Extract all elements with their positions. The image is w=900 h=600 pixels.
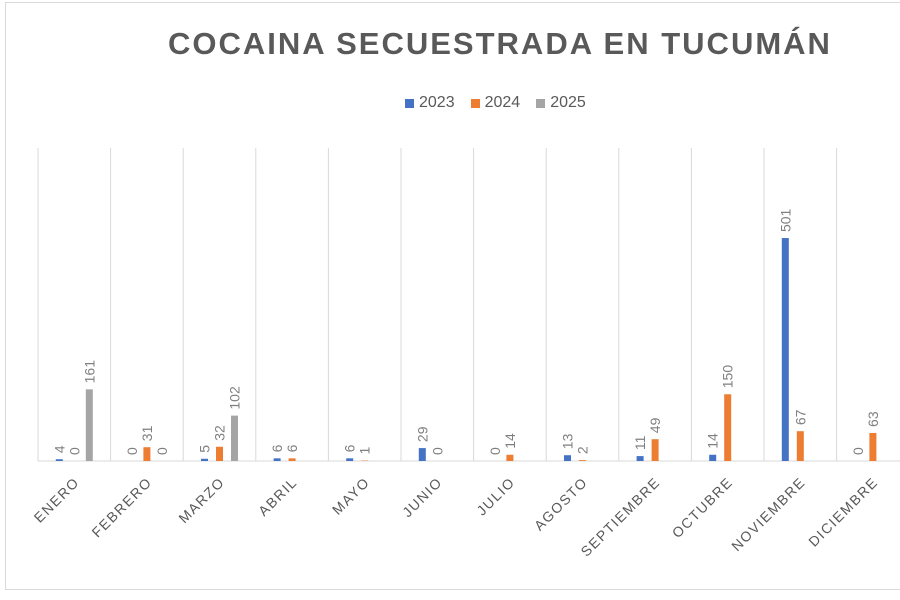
data-label: 31 [139,425,155,441]
data-label: 67 [792,409,808,425]
bar-2023 [201,458,208,461]
legend-item-2023: 2023 [405,94,455,112]
data-label: 6 [269,444,285,452]
bar-2024 [216,446,223,461]
bar-2023 [781,238,789,461]
bar-2024 [869,432,877,461]
data-label: 32 [212,425,228,441]
bar-2024 [724,394,732,461]
bar-2024 [506,454,514,461]
bar-2025 [231,415,238,461]
x-tick-label: FEBRERO [88,474,155,541]
data-label: 49 [647,417,663,433]
bar-2024 [651,439,659,461]
data-label: 4 [51,445,67,453]
bar-2024 [143,447,151,461]
legend-swatch [536,98,546,108]
legend-swatch [405,98,414,108]
x-tick-label: MARZO [175,474,227,526]
x-tick-label: NOVIEMBRE [728,474,808,554]
data-label: 0 [124,447,140,455]
data-label: 11 [632,435,648,450]
data-label: 0 [487,447,503,455]
data-label: 501 [777,208,793,232]
data-label: 63 [865,411,881,427]
bar-2023 [418,448,426,461]
x-tick-label: ENERO [31,474,83,526]
data-label: 150 [720,365,736,389]
bar-2024 [288,458,296,461]
data-label: 0 [429,447,445,455]
data-label: 161 [81,360,97,384]
x-tick-label: JULIO [473,474,518,519]
data-label: 6 [342,444,358,452]
bar-2023 [273,458,281,461]
data-label: 0 [154,447,170,455]
bar-2023 [55,459,63,461]
data-label: 0 [850,447,866,455]
legend-item-2024: 2024 [470,94,521,112]
bar-2025 [85,389,93,461]
x-tick-label: AGOSTO [531,474,591,534]
legend-label: 2024 [484,94,521,111]
legend-swatch [470,98,480,108]
x-tick-label: SEPTIEMBRE [577,474,663,560]
data-label: 5 [197,445,213,453]
data-label: 0 [66,447,82,455]
legend-label: 2023 [419,94,455,111]
data-label: 1 [357,447,373,455]
chart-title: COCAINA SECUESTRADA EN TUCUMÁN [168,26,832,61]
x-tick-label: DICIEMBRE [805,474,881,550]
bar-2023 [709,454,717,461]
bar-2023 [564,455,571,461]
x-tick-label: ABRIL [255,474,300,519]
data-label: 102 [227,386,243,410]
legend-item-2025: 2025 [536,94,586,112]
legend-label: 2025 [550,94,586,111]
chart-frame [5,2,900,590]
legend: 2023 2024 2025 [405,94,586,112]
bar-2024 [796,431,804,461]
x-tick-label: JUNIO [399,474,445,520]
x-tick-label: MAYO [329,474,373,518]
x-tick-label: OCTUBRE [669,474,736,541]
data-label: 29 [414,426,430,442]
data-label: 2 [575,446,591,454]
bar-2023 [346,458,354,461]
bar-2024 [579,460,586,461]
data-label: 14 [502,433,518,449]
data-label: 13 [560,433,576,449]
data-label: 6 [284,444,300,452]
bar-2023 [636,456,644,461]
data-label: 14 [705,433,721,449]
